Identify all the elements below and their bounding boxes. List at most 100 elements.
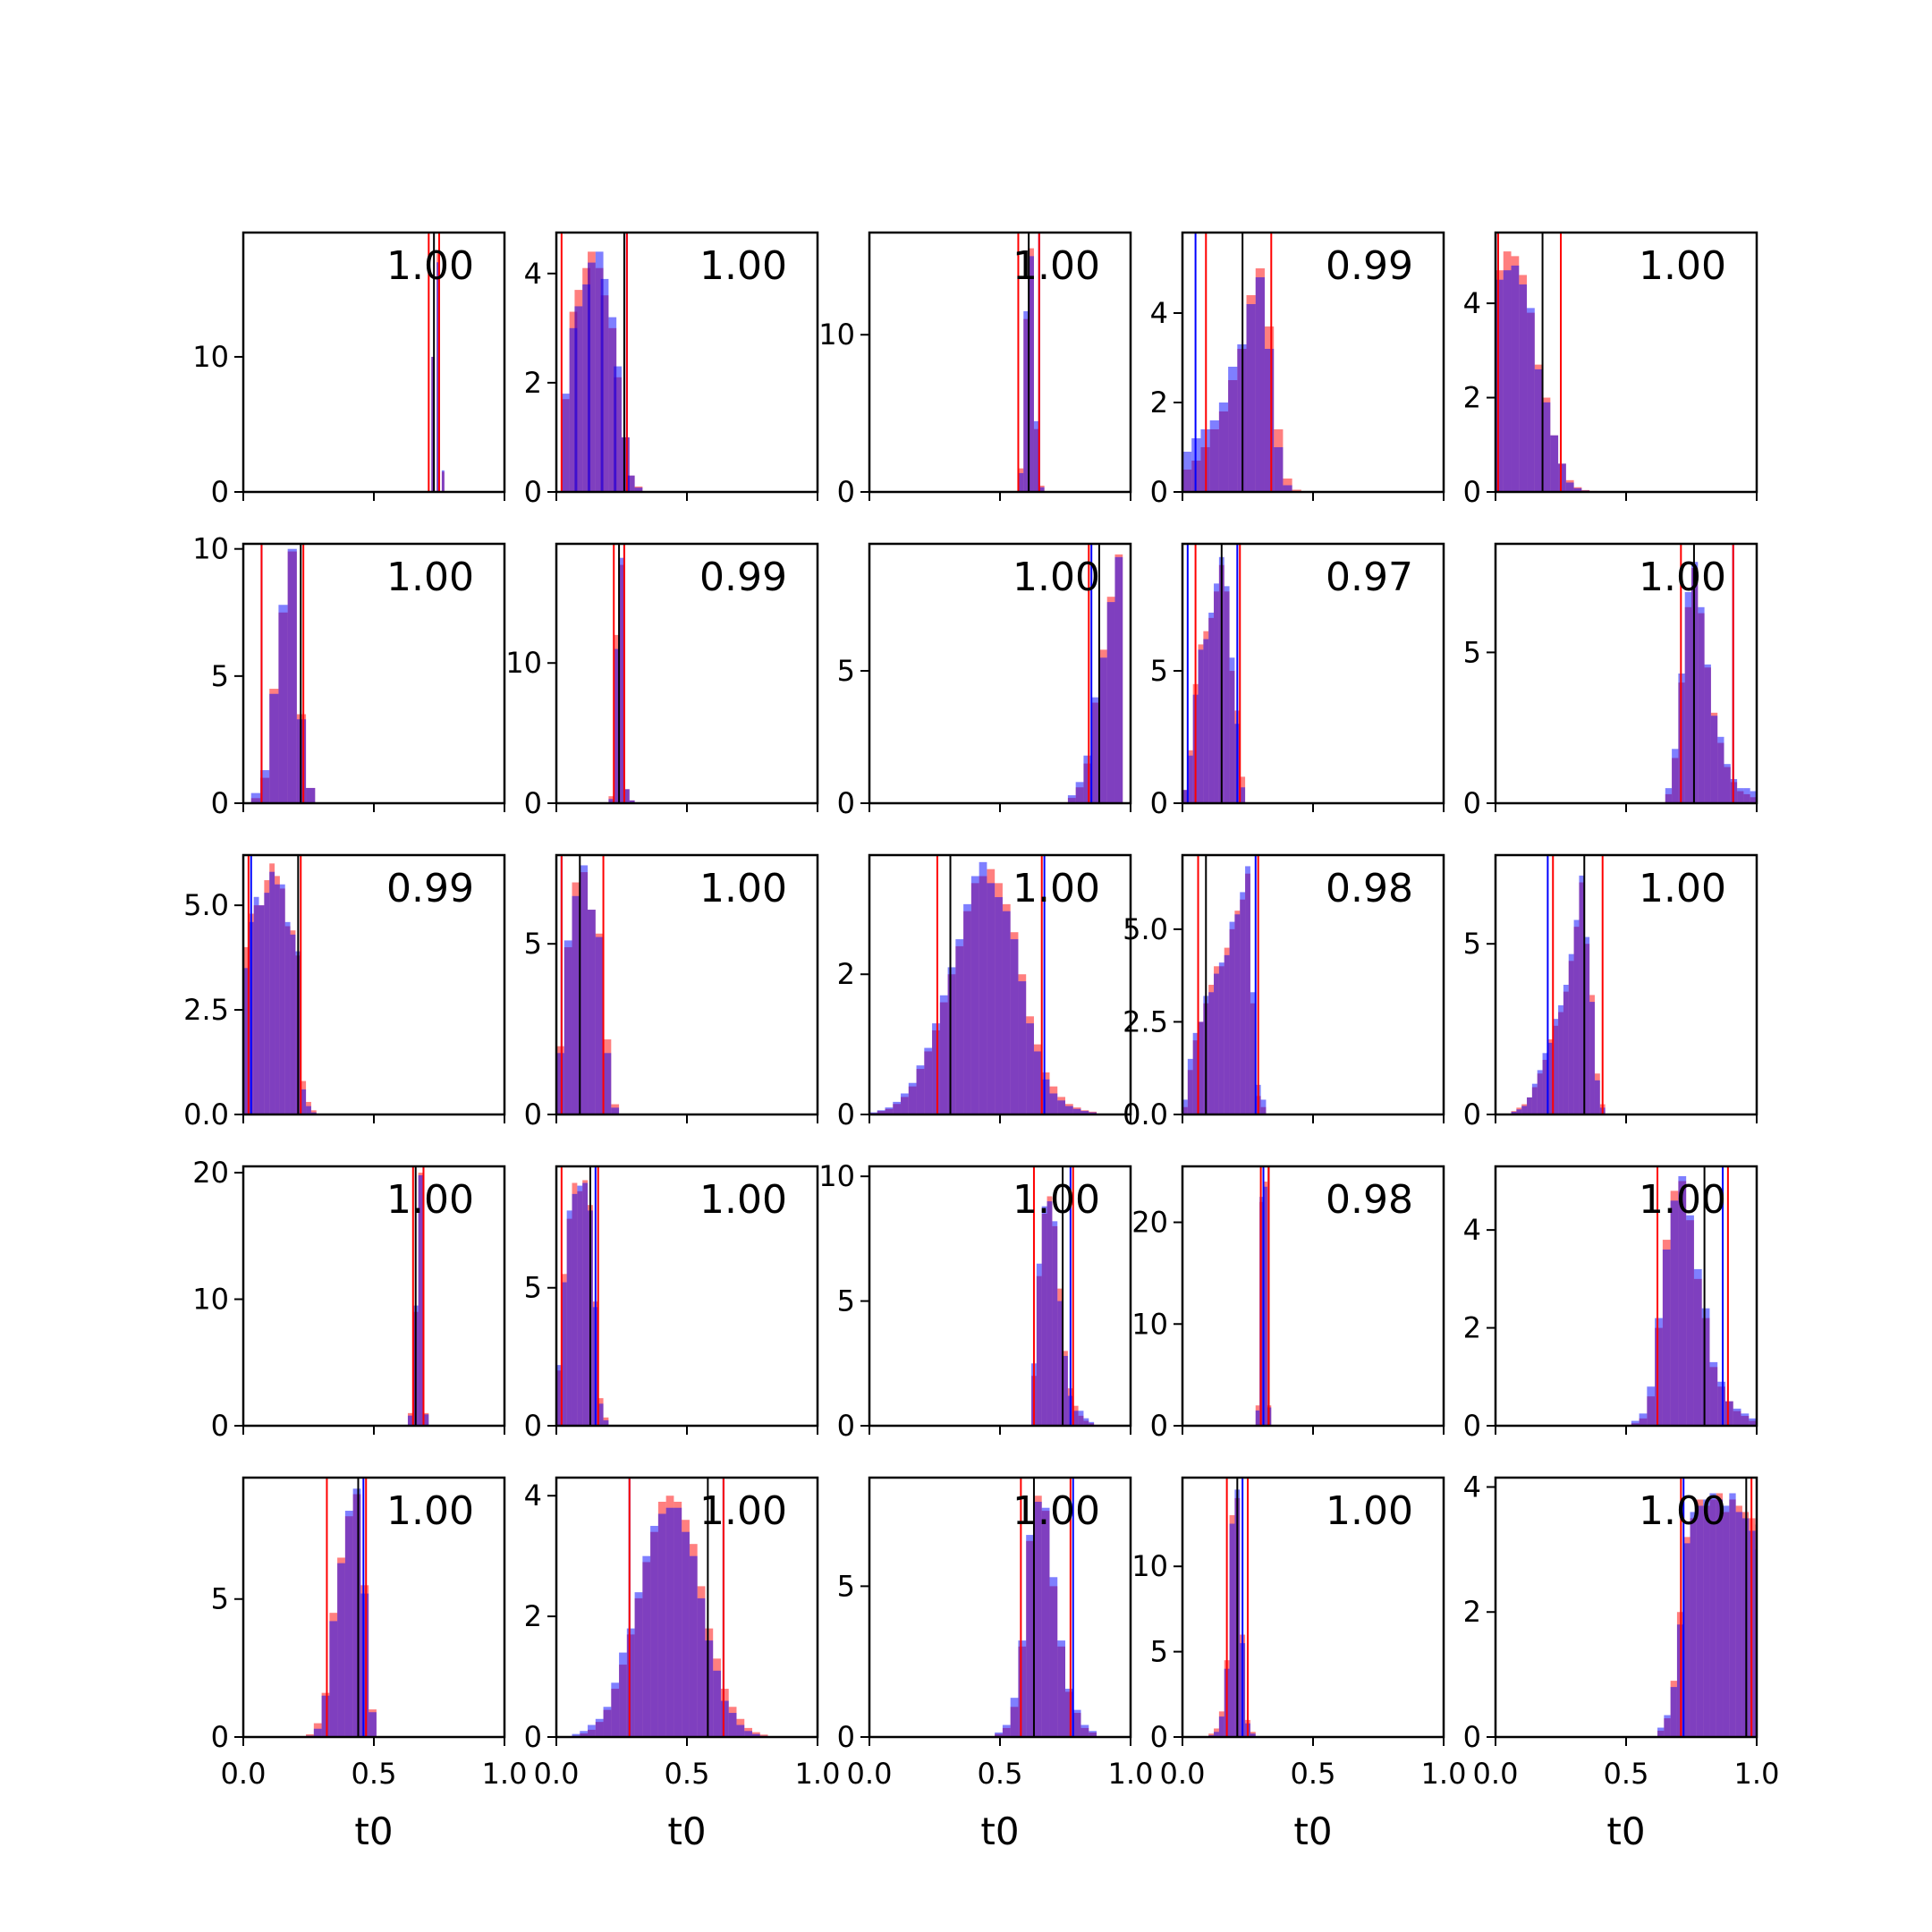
y-tick-label: 0 — [837, 1720, 855, 1754]
histogram-bar-blue — [1542, 1053, 1548, 1114]
y-tick-label: 4 — [1463, 1470, 1481, 1504]
histogram-bar-blue — [1214, 973, 1219, 1114]
histogram-bar-blue — [1033, 1501, 1042, 1737]
histogram-bar-blue — [1568, 953, 1574, 1114]
y-tick-label: 5 — [837, 1569, 855, 1603]
histogram-bar-blue — [556, 1365, 562, 1426]
histogram-bar-blue — [1516, 1109, 1522, 1114]
histogram-bar-blue — [264, 893, 270, 1114]
histogram-bar-blue — [1678, 1175, 1687, 1426]
histogram-bar-blue — [1192, 1032, 1199, 1114]
histogram-bar-blue — [1049, 1093, 1058, 1114]
histogram-bar-blue — [1018, 981, 1027, 1114]
panel-score-label: 0.98 — [1326, 866, 1413, 911]
histogram-bar-blue — [995, 897, 1003, 1114]
histogram-bar-blue — [595, 1718, 604, 1737]
y-tick-label: 5 — [837, 654, 855, 688]
panel-score-label: 1.00 — [1639, 555, 1726, 600]
plot-area — [1182, 855, 1267, 1114]
histogram-bar-blue — [1496, 279, 1504, 492]
y-tick-label: 5 — [1463, 635, 1481, 669]
panel-score-label: 1.00 — [386, 243, 474, 289]
histogram-bar-blue — [901, 1093, 909, 1114]
histogram-bar-blue — [258, 905, 265, 1114]
plot-area — [306, 1478, 377, 1737]
histogram-bar-blue — [1733, 1408, 1741, 1426]
histogram-bar-blue — [947, 967, 956, 1114]
y-tick-label: 4 — [524, 1479, 542, 1513]
x-tick-label: 0.5 — [978, 1757, 1023, 1791]
panel-4-1: 0 10 20 1.00 — [192, 1156, 506, 1443]
histogram-bar-blue — [1187, 1058, 1193, 1114]
histogram-bar-blue — [588, 910, 596, 1114]
histogram-bar-blue — [344, 1511, 353, 1737]
histogram-bar-blue — [634, 1592, 643, 1737]
histogram-bar-blue — [1224, 586, 1230, 803]
panel-score-label: 1.00 — [1013, 1177, 1100, 1223]
histogram-bar-blue — [1208, 612, 1215, 803]
histogram-bar-blue — [1224, 954, 1230, 1114]
plot-area — [1511, 855, 1606, 1114]
histogram-bar-blue — [1750, 791, 1757, 803]
histogram-bar-blue — [1594, 1080, 1600, 1114]
histogram-bar-blue — [1704, 664, 1711, 803]
histogram-bar-blue — [1208, 992, 1215, 1114]
histogram-bar-blue — [1072, 1108, 1081, 1114]
histogram-bar-blue — [588, 1724, 596, 1737]
histogram-bar-blue — [407, 1415, 413, 1426]
histogram-bar-blue — [1717, 1381, 1725, 1426]
plot-area — [556, 855, 620, 1114]
x-tick-label: 1.0 — [1734, 1757, 1780, 1791]
histogram-bar-blue — [588, 262, 596, 492]
histogram-bar-blue — [623, 789, 630, 803]
y-tick-label: 0 — [1150, 475, 1168, 509]
x-tick-label: 1.0 — [482, 1757, 528, 1791]
histogram-bar-blue — [1558, 463, 1566, 492]
plot-area — [560, 233, 643, 492]
histogram-bar-blue — [1274, 447, 1284, 492]
histogram-bar-blue — [979, 861, 987, 1114]
y-tick-label: 0 — [1150, 1409, 1168, 1443]
histogram-bar-blue — [431, 356, 435, 492]
histogram-bar-blue — [924, 1047, 933, 1114]
histogram-bar-blue — [1584, 936, 1590, 1114]
histogram-bar-blue — [1246, 304, 1256, 492]
y-tick-label: 0 — [524, 786, 542, 820]
histogram-bar-blue — [1229, 921, 1235, 1114]
plot-area — [1017, 233, 1045, 492]
histogram-bar-blue — [689, 1555, 698, 1737]
histogram-bar-blue — [1511, 265, 1520, 492]
histogram-bar-blue — [1521, 1106, 1528, 1114]
y-tick-label: 0 — [1150, 786, 1168, 820]
histogram-bar-blue — [1010, 939, 1019, 1114]
x-axis-title: t0 — [1606, 1809, 1645, 1853]
histogram-bar-blue — [603, 1707, 612, 1737]
plot-area — [995, 1478, 1097, 1737]
histogram-bar-blue — [1063, 1355, 1068, 1426]
histogram-bar-blue — [1240, 892, 1246, 1114]
histogram-bar-blue — [626, 1628, 635, 1737]
histogram-bar-blue — [352, 1488, 361, 1737]
histogram-bar-blue — [1023, 310, 1030, 492]
histogram-bar-blue — [682, 1531, 690, 1737]
y-tick-label: 0 — [211, 475, 229, 509]
histogram-bar-blue — [572, 1193, 578, 1426]
histogram-bar-blue — [1263, 1186, 1267, 1426]
y-tick-label: 0 — [1463, 1720, 1481, 1754]
histogram-bar-blue — [600, 278, 609, 492]
histogram-bar-blue — [1573, 487, 1582, 492]
histogram-bar-blue — [877, 1110, 886, 1114]
histogram-bar-blue — [1057, 1640, 1065, 1737]
histogram-bar-blue — [1080, 1111, 1089, 1114]
panel-1-3: 0 10 1.00 — [818, 231, 1132, 509]
histogram-bar-blue — [1106, 602, 1115, 803]
panel-score-label: 1.00 — [1013, 866, 1100, 911]
y-tick-label: 5 — [524, 1271, 542, 1305]
histogram-bar-blue — [1057, 1301, 1063, 1426]
histogram-bar-blue — [1033, 420, 1039, 492]
histogram-bar-blue — [1511, 1111, 1517, 1114]
histogram-bar-blue — [1218, 402, 1229, 492]
histogram-bar-blue — [619, 1652, 627, 1737]
histogram-bar-blue — [1260, 1099, 1267, 1114]
x-tick-label: 0.0 — [221, 1757, 267, 1791]
